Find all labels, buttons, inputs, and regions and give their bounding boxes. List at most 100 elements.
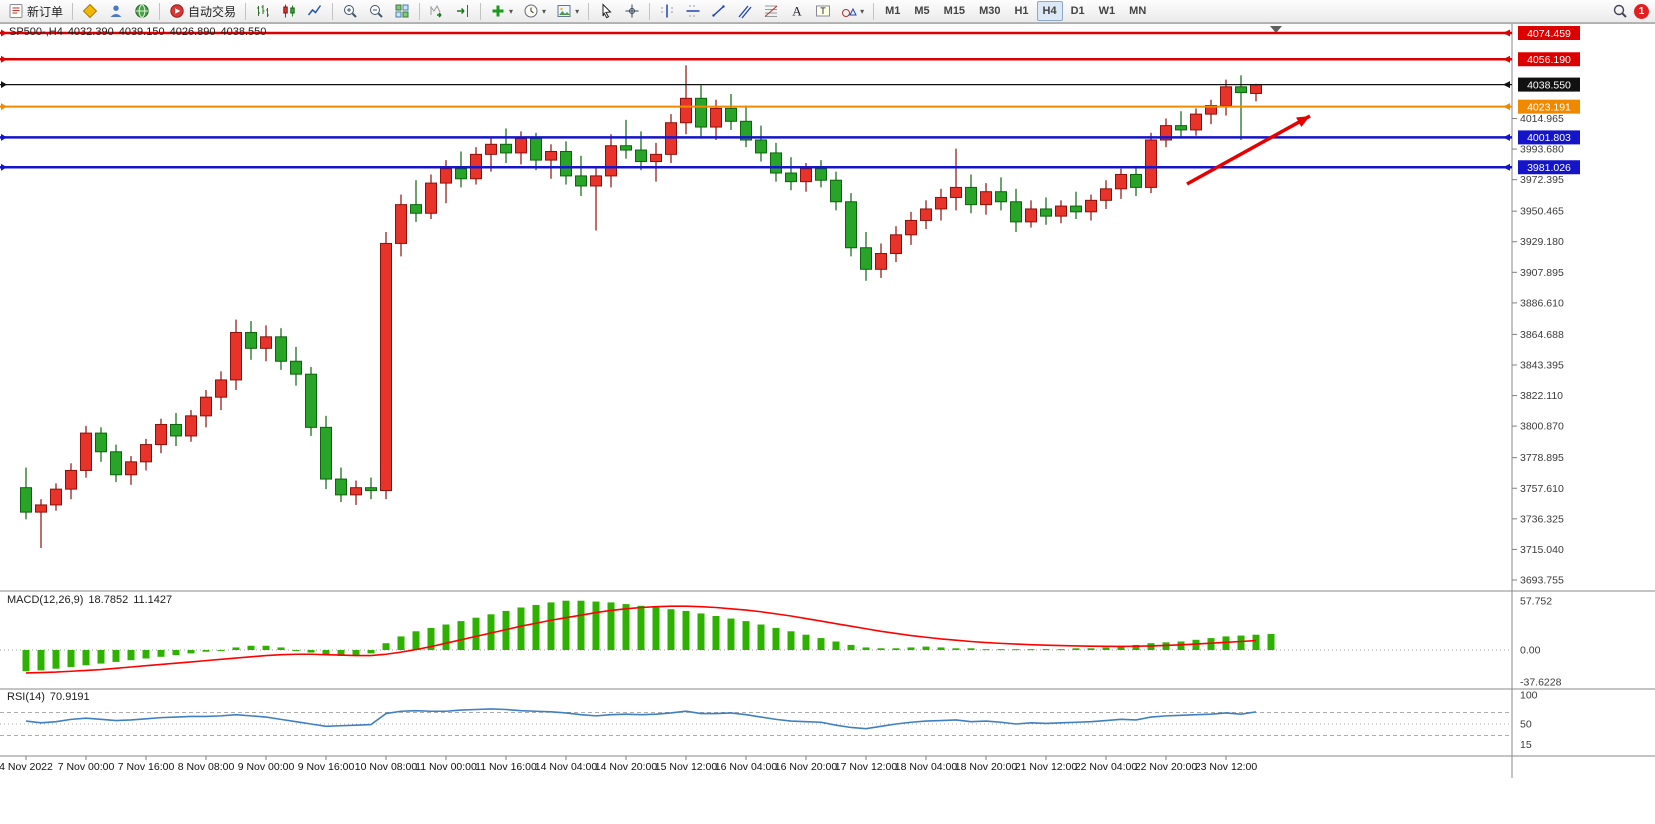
price-axis[interactable]: 4074.459 4056.190 4023.191 4001.803 3981.026…: [1512, 26, 1580, 751]
timeframe-d1-button[interactable]: D1: [1065, 1, 1091, 21]
svg-text:4014.965: 4014.965: [1520, 113, 1564, 125]
shapes-icon: [842, 7, 857, 17]
zoom-in-icon: [344, 5, 357, 18]
low-value: 4026.890: [169, 26, 216, 38]
dropdown-caret-icon: ▾: [509, 6, 514, 16]
svg-text:4023.191: 4023.191: [1527, 101, 1571, 113]
equidistant-channel-button[interactable]: [733, 1, 757, 21]
svg-text:3778.895: 3778.895: [1520, 452, 1564, 464]
zoom-out-icon: [370, 5, 383, 18]
timeframe-w1-button[interactable]: W1: [1093, 1, 1122, 21]
horizontal-line-button[interactable]: [681, 1, 705, 21]
new-order-button[interactable]: 新订单: [4, 1, 67, 21]
timeframe-mn-button[interactable]: MN: [1123, 1, 1152, 21]
periods-button[interactable]: ▾: [519, 1, 550, 21]
fibonacci-icon: [764, 5, 778, 17]
timeframe-m30-button[interactable]: M30: [973, 1, 1006, 21]
timeframe-h4-button-label: H4: [1042, 5, 1057, 17]
svg-text:3693.755: 3693.755: [1520, 575, 1564, 587]
svg-text:21 Nov 12:00: 21 Nov 12:00: [1015, 761, 1078, 773]
candles-layer[interactable]: [20, 65, 1262, 549]
price-badge: [1518, 99, 1580, 114]
price-badge: [1518, 130, 1580, 145]
shapes-button[interactable]: ▾: [837, 1, 868, 21]
market-button[interactable]: [130, 1, 154, 21]
macd-panel[interactable]: [0, 600, 1512, 674]
crosshair-icon: [625, 4, 639, 18]
svg-text:50: 50: [1520, 719, 1532, 731]
svg-text:15 Nov 12:00: 15 Nov 12:00: [655, 761, 718, 773]
svg-text:4074.459: 4074.459: [1527, 28, 1571, 40]
text-label-button[interactable]: T: [811, 1, 835, 21]
text-label-icon: T: [816, 5, 831, 17]
svg-text:3972.395: 3972.395: [1520, 174, 1564, 186]
timeframe-m5-button-label: M5: [914, 5, 930, 17]
zoom-in-button[interactable]: [338, 1, 362, 21]
trendline-button[interactable]: [707, 1, 731, 21]
toolbar-separator: [159, 2, 161, 20]
auto-scroll-icon: [430, 4, 442, 18]
fibonacci-button[interactable]: [759, 1, 783, 21]
candlestick-chart-icon: [283, 4, 295, 18]
timeframe-m15-button-label: M15: [943, 5, 966, 17]
chart-frame: [0, 23, 1655, 778]
dropdown-caret-icon: ▾: [542, 6, 547, 16]
svg-text:3886.610: 3886.610: [1520, 297, 1564, 309]
auto-trading-button-label: 自动交易: [188, 4, 237, 19]
line-chart-button[interactable]: [303, 1, 327, 21]
search-button[interactable]: [1608, 1, 1632, 21]
timeframe-m1-button[interactable]: M1: [879, 1, 906, 21]
timeframe-h1-button[interactable]: H1: [1008, 1, 1034, 21]
dropdown-caret-icon: ▾: [860, 6, 865, 16]
rsi-panel[interactable]: [0, 708, 1512, 736]
svg-text:14 Nov 04:00: 14 Nov 04:00: [535, 761, 598, 773]
trend-arrow-annotation[interactable]: [1186, 114, 1311, 186]
timeframe-m15-button[interactable]: M15: [938, 1, 971, 21]
indicators-button[interactable]: ▾: [486, 1, 517, 21]
auto-scroll-button[interactable]: [425, 1, 449, 21]
tile-windows-icon: [395, 4, 409, 18]
svg-text:22 Nov 04:00: 22 Nov 04:00: [1075, 761, 1138, 773]
timeframe-h4-button[interactable]: H4: [1036, 1, 1063, 21]
bar-chart-button[interactable]: [251, 1, 275, 21]
tile-windows-button[interactable]: [390, 1, 414, 21]
cursor-button[interactable]: [594, 1, 618, 21]
candlestick-chart-button[interactable]: [277, 1, 301, 21]
zoom-out-button[interactable]: [364, 1, 388, 21]
vertical-line-button[interactable]: [655, 1, 679, 21]
cursor-icon: [602, 3, 612, 19]
new-order-icon: [9, 4, 23, 18]
svg-text:4038.550: 4038.550: [1527, 79, 1571, 91]
crosshair-button[interactable]: [620, 1, 644, 21]
symbol-ohlc-info: SP500-,H4 4032.390 4039.150 4026.890 4038.55…: [9, 26, 271, 38]
toolbar-separator: [419, 2, 421, 20]
svg-text:14 Nov 20:00: 14 Nov 20:00: [595, 761, 658, 773]
svg-text:18 Nov 04:00: 18 Nov 04:00: [895, 761, 958, 773]
metaeditor-button[interactable]: [78, 1, 102, 21]
svg-text:7 Nov 00:00: 7 Nov 00:00: [58, 761, 115, 773]
chart-shift-button[interactable]: [451, 1, 475, 21]
symbol-period-label: SP500-,H4: [9, 26, 63, 38]
svg-text:A: A: [792, 4, 802, 19]
auto-trading-button[interactable]: 自动交易: [165, 1, 240, 21]
svg-text:3800.870: 3800.870: [1520, 421, 1564, 433]
text-icon: A: [792, 4, 802, 19]
templates-button[interactable]: ▾: [552, 1, 583, 21]
chart-shift-icon: [457, 5, 469, 17]
time-axis[interactable]: 4 Nov 2022 7 Nov 00:00 7 Nov 16:00 8 Nov 08…: [0, 756, 1257, 773]
timeframe-m5-button[interactable]: M5: [908, 1, 935, 21]
timeframe-m1-button-label: M1: [885, 5, 901, 17]
price-lines-layer: [0, 29, 1512, 171]
macd-value: 18.7852: [88, 594, 129, 606]
close-value: 4038.550: [220, 26, 267, 38]
clock-icon: [524, 4, 538, 18]
notification-badge[interactable]: 1: [1634, 3, 1649, 19]
search-icon: [1613, 4, 1627, 18]
svg-text:15: 15: [1520, 739, 1532, 751]
text-button[interactable]: A: [785, 1, 809, 21]
community-button[interactable]: [104, 1, 128, 21]
toolbar: 新订单 自动交易 ▾ ▾ ▾ A T ▾ M1 M5 M15 M30 H1 H4 D1 W1 MN 1: [0, 0, 1655, 23]
svg-text:0.00: 0.00: [1520, 645, 1541, 657]
